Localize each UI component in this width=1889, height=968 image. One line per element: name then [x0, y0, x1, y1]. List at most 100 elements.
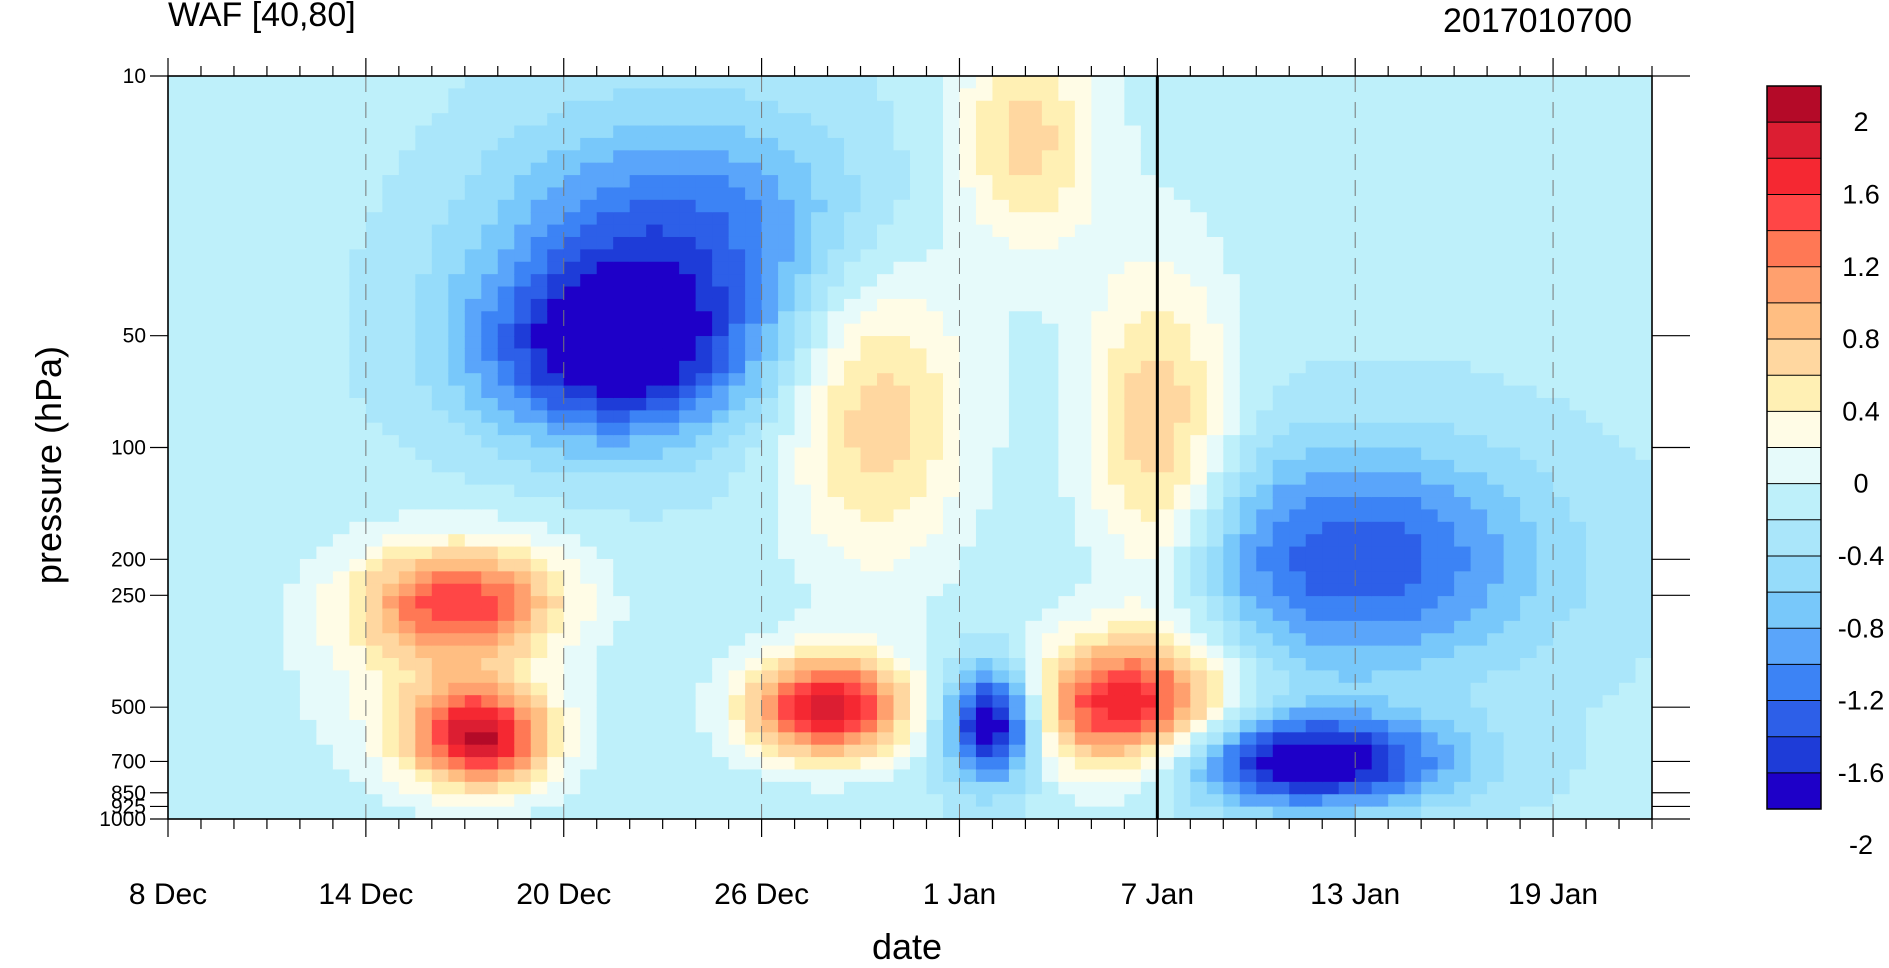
field-cell [975, 212, 994, 226]
field-cell [233, 113, 252, 127]
field-cell [1173, 385, 1191, 399]
field-cell [1421, 435, 1439, 449]
field-cell [547, 571, 565, 585]
field-cell [1305, 509, 1323, 523]
field-cell [1404, 757, 1422, 771]
field-cell [233, 521, 252, 535]
field-cell [1305, 113, 1323, 127]
field-cell [1454, 212, 1472, 226]
field-cell [283, 658, 301, 671]
field-cell [1503, 410, 1521, 424]
field-cell [877, 373, 895, 387]
field-cell [1223, 360, 1241, 374]
field-cell [580, 373, 598, 387]
field-cell [349, 447, 367, 461]
field-cell [563, 435, 581, 449]
field-cell [200, 212, 219, 226]
field-cell [1388, 224, 1406, 238]
field-cell [1437, 583, 1455, 597]
field-cell [1157, 385, 1175, 399]
field-cell [398, 336, 416, 350]
field-cell [877, 472, 895, 486]
field-cell [1140, 100, 1158, 114]
field-cell [1025, 472, 1043, 486]
field-cell [349, 88, 367, 102]
field-cell [992, 199, 1010, 213]
field-cell [563, 459, 581, 473]
field-cell [1239, 435, 1257, 449]
field-cell [1041, 249, 1059, 263]
field-cell [1124, 150, 1142, 164]
field-cell [382, 521, 400, 535]
field-cell [497, 484, 515, 498]
field-cell [1140, 459, 1158, 473]
field-cell [1256, 620, 1274, 634]
field-cell [217, 249, 235, 263]
field-cell [365, 323, 383, 337]
field-cell [283, 199, 301, 213]
field-cell [827, 645, 845, 659]
field-cell [926, 509, 944, 523]
field-cell [1520, 397, 1538, 411]
field-cell [860, 497, 878, 511]
field-cell [992, 558, 1010, 572]
field-cell [1503, 781, 1521, 795]
field-cell [959, 88, 977, 102]
field-cell [811, 583, 829, 597]
field-cell [299, 76, 317, 89]
field-cell [1338, 645, 1356, 659]
field-cell [893, 137, 911, 151]
field-cell [349, 757, 367, 771]
field-cell [1058, 261, 1076, 275]
field-cell [1190, 336, 1208, 350]
field-cell [992, 682, 1010, 696]
field-cell [926, 261, 944, 275]
field-cell [794, 670, 812, 684]
field-cell [547, 311, 565, 325]
field-cell [1520, 620, 1538, 634]
field-cell [382, 781, 400, 795]
field-cell [514, 360, 532, 374]
field-cell [497, 311, 515, 325]
field-cell [1272, 150, 1290, 164]
field-cell [877, 781, 895, 795]
field-cell [547, 348, 565, 362]
field-cell [530, 707, 548, 721]
field-cell [530, 360, 548, 374]
field-cell [893, 620, 911, 634]
field-cell [1437, 546, 1455, 560]
field-cell [910, 373, 928, 387]
field-cell [382, 422, 400, 436]
field-cell [1289, 360, 1307, 374]
field-cell [1008, 546, 1027, 560]
field-cell [613, 385, 631, 399]
field-cell [200, 658, 219, 671]
field-cell [1437, 113, 1455, 127]
field-cell [1041, 806, 1059, 819]
field-cell [481, 175, 499, 189]
field-cell [1520, 794, 1538, 808]
field-cell [332, 596, 350, 610]
field-cell [431, 509, 449, 523]
field-cell [349, 682, 367, 696]
field-cell [1371, 484, 1389, 498]
field-cell [1239, 397, 1257, 411]
field-cell [464, 620, 482, 634]
field-cell [200, 670, 219, 684]
field-cell [794, 435, 812, 449]
field-cell [1091, 274, 1109, 288]
field-cell [629, 199, 647, 213]
field-cell [1388, 236, 1406, 250]
field-cell [811, 224, 829, 238]
field-cell [530, 719, 548, 733]
field-cell [200, 719, 219, 733]
field-cell [959, 336, 977, 350]
field-cell [1239, 633, 1257, 647]
field-cell [266, 162, 285, 176]
field-cell [926, 707, 944, 721]
field-cell [1107, 249, 1125, 263]
field-cell [1140, 298, 1158, 312]
field-cell [877, 596, 895, 610]
field-cell [1239, 385, 1257, 399]
field-cell [1322, 373, 1340, 387]
